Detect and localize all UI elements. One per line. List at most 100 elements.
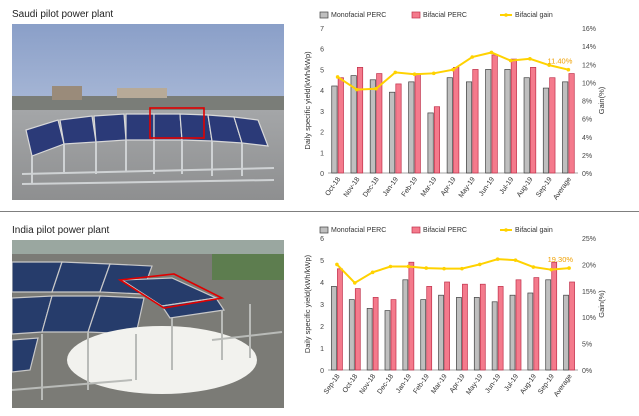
y-axis-title: Daily specific yield(kWh/kWp) <box>303 254 312 353</box>
y-tick-label: 5 <box>320 67 324 74</box>
legend-swatch-bifacial <box>411 226 421 234</box>
y-tick-label: 6 <box>320 236 324 243</box>
y-tick-label: 4 <box>320 280 324 287</box>
solar-panel-photo-saudi <box>12 24 284 200</box>
bar-bifacial <box>472 69 479 174</box>
x-tick-label: Sep-19 <box>537 373 556 396</box>
bar-monofacial <box>491 301 498 371</box>
gain-point <box>566 67 571 72</box>
x-tick-label: Jan-19 <box>382 176 400 198</box>
bar-monofacial <box>563 294 569 371</box>
x-tick-label: Average <box>553 373 574 398</box>
y-tick-label: 5 <box>320 258 324 265</box>
x-tick-label: Nov-18 <box>343 176 362 199</box>
gain-point <box>388 264 393 269</box>
panel-divider <box>0 211 639 212</box>
y-right-axis-title: Gain(%) <box>597 290 606 318</box>
bar-monofacial <box>446 77 453 174</box>
x-tick-label: Feb-19 <box>412 373 431 395</box>
bar-monofacial <box>408 81 415 174</box>
highlight-box <box>117 273 225 309</box>
bar-bifacial <box>414 73 421 174</box>
bar-monofacial <box>562 81 569 174</box>
bar-monofacial <box>542 87 550 174</box>
solar-panel-photo-india <box>12 240 284 408</box>
y-tick-label: 6 <box>320 47 324 54</box>
x-tick-label: Nov-18 <box>359 373 378 396</box>
bar-bifacial <box>433 106 441 174</box>
solar-panel-photo-icon <box>12 24 284 200</box>
y-right-tick-label: 10% <box>582 80 596 87</box>
legend-swatch-gain-marker <box>504 228 508 232</box>
bar-monofacial <box>402 279 409 371</box>
bar-bifacial <box>568 73 575 174</box>
y-tick-label: 0 <box>320 171 324 178</box>
y-right-tick-label: 2% <box>582 153 592 160</box>
legend-swatch-gain-marker <box>504 13 508 17</box>
gain-point <box>412 72 417 77</box>
bar-bifacial <box>337 268 343 371</box>
y-axis-title: Daily specific yield(kWh/kWp) <box>303 51 312 150</box>
y-right-tick-label: 12% <box>582 62 596 69</box>
bar-monofacial <box>331 286 337 371</box>
highlight-box <box>149 107 205 139</box>
bar-monofacial <box>473 297 480 371</box>
bar-monofacial <box>420 299 427 371</box>
gain-point <box>528 57 532 61</box>
gain-annotation: 11.40% <box>547 57 572 66</box>
x-tick-label: Sep-19 <box>535 176 554 199</box>
gain-point <box>393 70 398 75</box>
x-tick-label: Oct-18 <box>342 373 360 394</box>
bar-monofacial <box>509 294 516 371</box>
y-tick-label: 1 <box>320 346 324 353</box>
x-tick-label: Jan-19 <box>395 373 413 395</box>
bar-bifacial <box>356 67 364 174</box>
bar-monofacial <box>438 294 444 371</box>
y-right-tick-label: 10% <box>582 315 596 322</box>
bar-bifacial <box>337 77 344 174</box>
x-tick-label: Aug-19 <box>516 176 535 199</box>
y-right-tick-label: 0% <box>582 368 592 375</box>
gain-point <box>460 266 464 271</box>
panel-title-saudi: Saudi pilot power plant <box>12 9 114 20</box>
y-right-tick-label: 15% <box>582 289 596 296</box>
gain-point <box>531 265 536 269</box>
y-tick-label: 2 <box>320 130 324 137</box>
bar-monofacial <box>523 77 530 174</box>
legend-swatch-bifacial <box>411 11 421 19</box>
bar-monofacial <box>427 112 434 174</box>
gain-point <box>549 267 554 272</box>
legend-label-bifacial: Bifacial PERC <box>423 12 467 19</box>
x-tick-label: Average <box>552 176 573 201</box>
x-tick-label: Feb-19 <box>401 176 420 198</box>
y-tick-label: 2 <box>320 324 324 331</box>
y-right-tick-label: 14% <box>582 44 596 51</box>
gain-point <box>406 264 411 269</box>
bar-bifacial <box>408 261 415 371</box>
gain-line <box>336 258 570 285</box>
x-tick-label: Dec-18 <box>376 373 395 396</box>
gain-point <box>489 50 494 55</box>
x-tick-label: Sep-18 <box>323 373 342 396</box>
legend-label-monofacial: Monofacial PERC <box>331 227 386 234</box>
bar-bifacial <box>533 277 540 371</box>
gain-point <box>431 71 436 76</box>
legend-label-bifacial: Bifacial PERC <box>423 227 467 234</box>
bar-bifacial <box>444 281 450 371</box>
y-tick-label: 7 <box>320 26 324 33</box>
gain-point <box>567 266 571 270</box>
solar-panel-photo-icon <box>12 240 284 408</box>
x-tick-label: Dec-18 <box>362 176 381 199</box>
bar-monofacial <box>456 297 462 371</box>
gain-annotation: 19.30% <box>548 255 574 264</box>
x-tick-label: Jul-19 <box>499 176 516 196</box>
y-right-tick-label: 6% <box>582 117 592 124</box>
x-tick-label: Oct-18 <box>324 176 342 197</box>
x-tick-label: May-19 <box>458 176 477 199</box>
x-tick-label: Apr-19 <box>440 176 458 197</box>
gain-point <box>451 67 455 72</box>
gain-point <box>355 87 359 92</box>
bar-bifacial <box>510 58 517 174</box>
y-tick-label: 4 <box>320 88 324 95</box>
legend-swatch-monofacial <box>319 226 329 234</box>
